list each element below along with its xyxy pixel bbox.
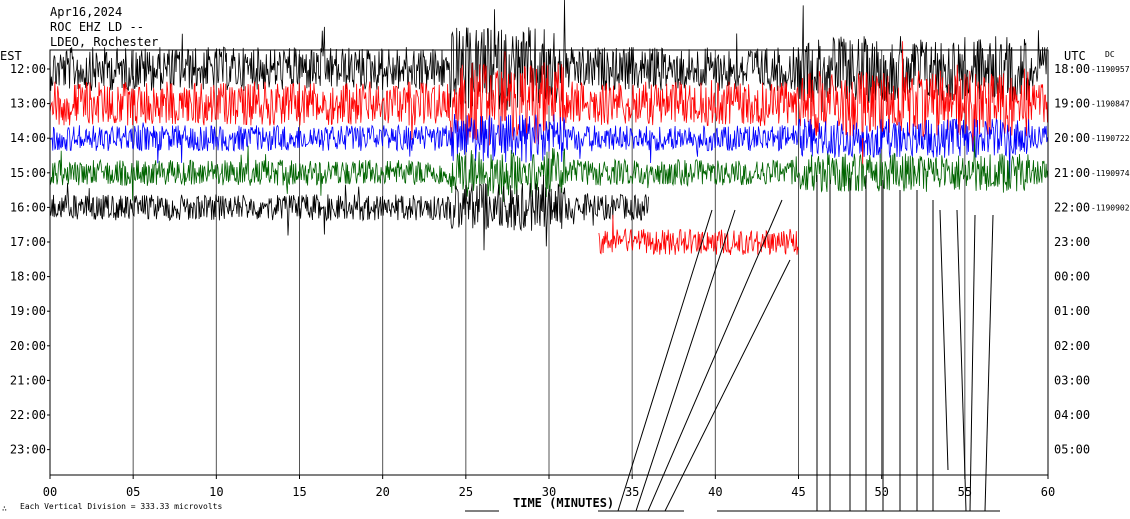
est-hour-label: 14:00: [10, 131, 46, 145]
est-hour-label: 20:00: [10, 339, 46, 353]
x-tick-label: 30: [542, 485, 556, 499]
artifact-line: [984, 214, 994, 512]
dc-offset-value: -1190722: [1091, 134, 1130, 143]
utc-hour-label: 22:00: [1054, 200, 1090, 214]
est-hour-label: 15:00: [10, 166, 46, 180]
artifact-line: [647, 199, 783, 512]
trace-hour-1500: [49, 136, 1048, 202]
utc-hour-label: 02:00: [1054, 339, 1090, 353]
artifact-line: [956, 209, 967, 512]
x-tick-label: 20: [375, 485, 389, 499]
artifact-line: [664, 259, 791, 512]
footer-note: Each Vertical Division = 333.33 microvol…: [20, 502, 222, 511]
x-tick-label: 05: [126, 485, 140, 499]
utc-hour-label: 01:00: [1054, 304, 1090, 318]
est-hour-label: 17:00: [10, 235, 46, 249]
est-hour-label: 13:00: [10, 97, 46, 111]
x-tick-label: 10: [209, 485, 223, 499]
trace-hour-1300: [49, 41, 1048, 169]
est-hour-label: 23:00: [10, 443, 46, 457]
artifact-line: [969, 214, 976, 512]
x-tick-label: 50: [874, 485, 888, 499]
utc-hour-label: 00:00: [1054, 270, 1090, 284]
x-tick-label: 45: [791, 485, 805, 499]
x-tick-label: 60: [1041, 485, 1055, 499]
est-hour-label: 18:00: [10, 270, 46, 284]
trace-hour-1700: [598, 214, 799, 256]
x-tick-label: 15: [292, 485, 306, 499]
x-tick-label: 35: [625, 485, 639, 499]
dc-offset-labels: -1190957 -1190847 -1190722 -1190974 -1190902: [1091, 65, 1130, 212]
utc-hour-label: 23:00: [1054, 235, 1090, 249]
minute-tick-labels: 00 05 10 15 20 25 30 35 40 45 50 55 60: [43, 475, 1055, 499]
utc-hour-label: 05:00: [1054, 443, 1090, 457]
dc-offset-value: -1190902: [1091, 203, 1130, 212]
est-hour-label: 22:00: [10, 408, 46, 422]
utc-hour-label: 20:00: [1054, 131, 1090, 145]
dc-offset-value: -1190847: [1091, 100, 1130, 109]
x-tick-label: 40: [708, 485, 722, 499]
x-tick-label: 55: [958, 485, 972, 499]
utc-hour-label: 18:00: [1054, 62, 1090, 76]
utc-hour-label: 04:00: [1054, 408, 1090, 422]
left-axis-title: EST: [0, 49, 22, 63]
trace-hour-1400: [49, 113, 1048, 179]
artifact-line: [617, 209, 713, 512]
utc-hour-label: 19:00: [1054, 97, 1090, 111]
header-network: LDEO, Rochester: [50, 35, 158, 49]
artifact-line: [635, 209, 736, 512]
trace-hour-1600: [49, 174, 649, 251]
header-date: Apr16,2024: [50, 5, 122, 19]
est-hour-label: 19:00: [10, 304, 46, 318]
corner-mark: ∴: [2, 504, 7, 513]
est-hour-labels: 12:00 13:00 14:00 15:00 16:00 17:00 18:00 19:00…: [10, 62, 50, 457]
x-tick-label: 25: [459, 485, 473, 499]
utc-hour-label: 03:00: [1054, 373, 1090, 387]
est-hour-label: 12:00: [10, 62, 46, 76]
dc-offset-value: -1190957: [1091, 65, 1130, 74]
dc-label: DC: [1105, 50, 1115, 59]
dc-offset-value: -1190974: [1091, 169, 1130, 178]
utc-hour-labels: 18:00 19:00 20:00 21:00 22:00 23:00 00:00 01:00…: [1054, 62, 1090, 457]
seismic-traces: [49, 0, 1048, 256]
est-hour-label: 16:00: [10, 200, 46, 214]
x-tick-label: 00: [43, 485, 57, 499]
artifact-line: [939, 209, 949, 471]
clipped-diagonal-lines: [465, 175, 1000, 512]
header-station: ROC EHZ LD --: [50, 20, 144, 34]
right-axis-title: UTC: [1064, 49, 1086, 63]
utc-hour-label: 21:00: [1054, 166, 1090, 180]
est-hour-label: 21:00: [10, 373, 46, 387]
x-axis-title: TIME (MINUTES): [513, 496, 614, 510]
